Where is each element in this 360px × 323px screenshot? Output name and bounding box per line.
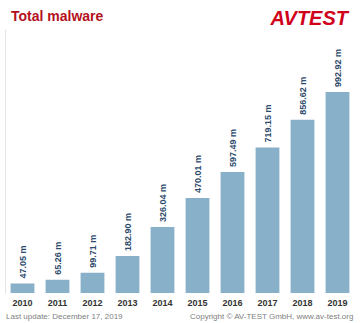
svg-text:992.92 m: 992.92 m (333, 49, 343, 87)
svg-text:470.01 m: 470.01 m (193, 155, 203, 193)
svg-text:2019: 2019 (327, 298, 347, 308)
svg-text:2012: 2012 (82, 298, 102, 308)
svg-text:2018: 2018 (292, 298, 312, 308)
svg-text:2011: 2011 (48, 298, 68, 308)
svg-text:Total malware: Total malware (11, 8, 104, 24)
svg-text:2014: 2014 (152, 298, 172, 308)
svg-text:597.49 m: 597.49 m (228, 129, 238, 167)
svg-text:2010: 2010 (12, 298, 32, 308)
svg-text:2013: 2013 (117, 298, 137, 308)
svg-text:856.62 m: 856.62 m (298, 77, 308, 115)
svg-text:182.90 m: 182.90 m (123, 213, 133, 251)
svg-text:2015: 2015 (187, 298, 207, 308)
svg-text:Last update: December 17, 2019: Last update: December 17, 2019 (6, 312, 123, 321)
svg-text:2016: 2016 (222, 298, 242, 308)
svg-text:AVTEST: AVTEST (270, 7, 350, 29)
svg-text:326.04 m: 326.04 m (158, 184, 168, 222)
svg-text:Copyright © AV-TEST GmbH, www.: Copyright © AV-TEST GmbH, www.av-test.or… (190, 312, 353, 321)
svg-text:65.26 m: 65.26 m (53, 242, 63, 275)
svg-text:99.71 m: 99.71 m (88, 235, 98, 268)
svg-text:47.05 m: 47.05 m (18, 245, 28, 278)
svg-text:719.15 m: 719.15 m (263, 104, 273, 142)
svg-text:2017: 2017 (257, 298, 277, 308)
